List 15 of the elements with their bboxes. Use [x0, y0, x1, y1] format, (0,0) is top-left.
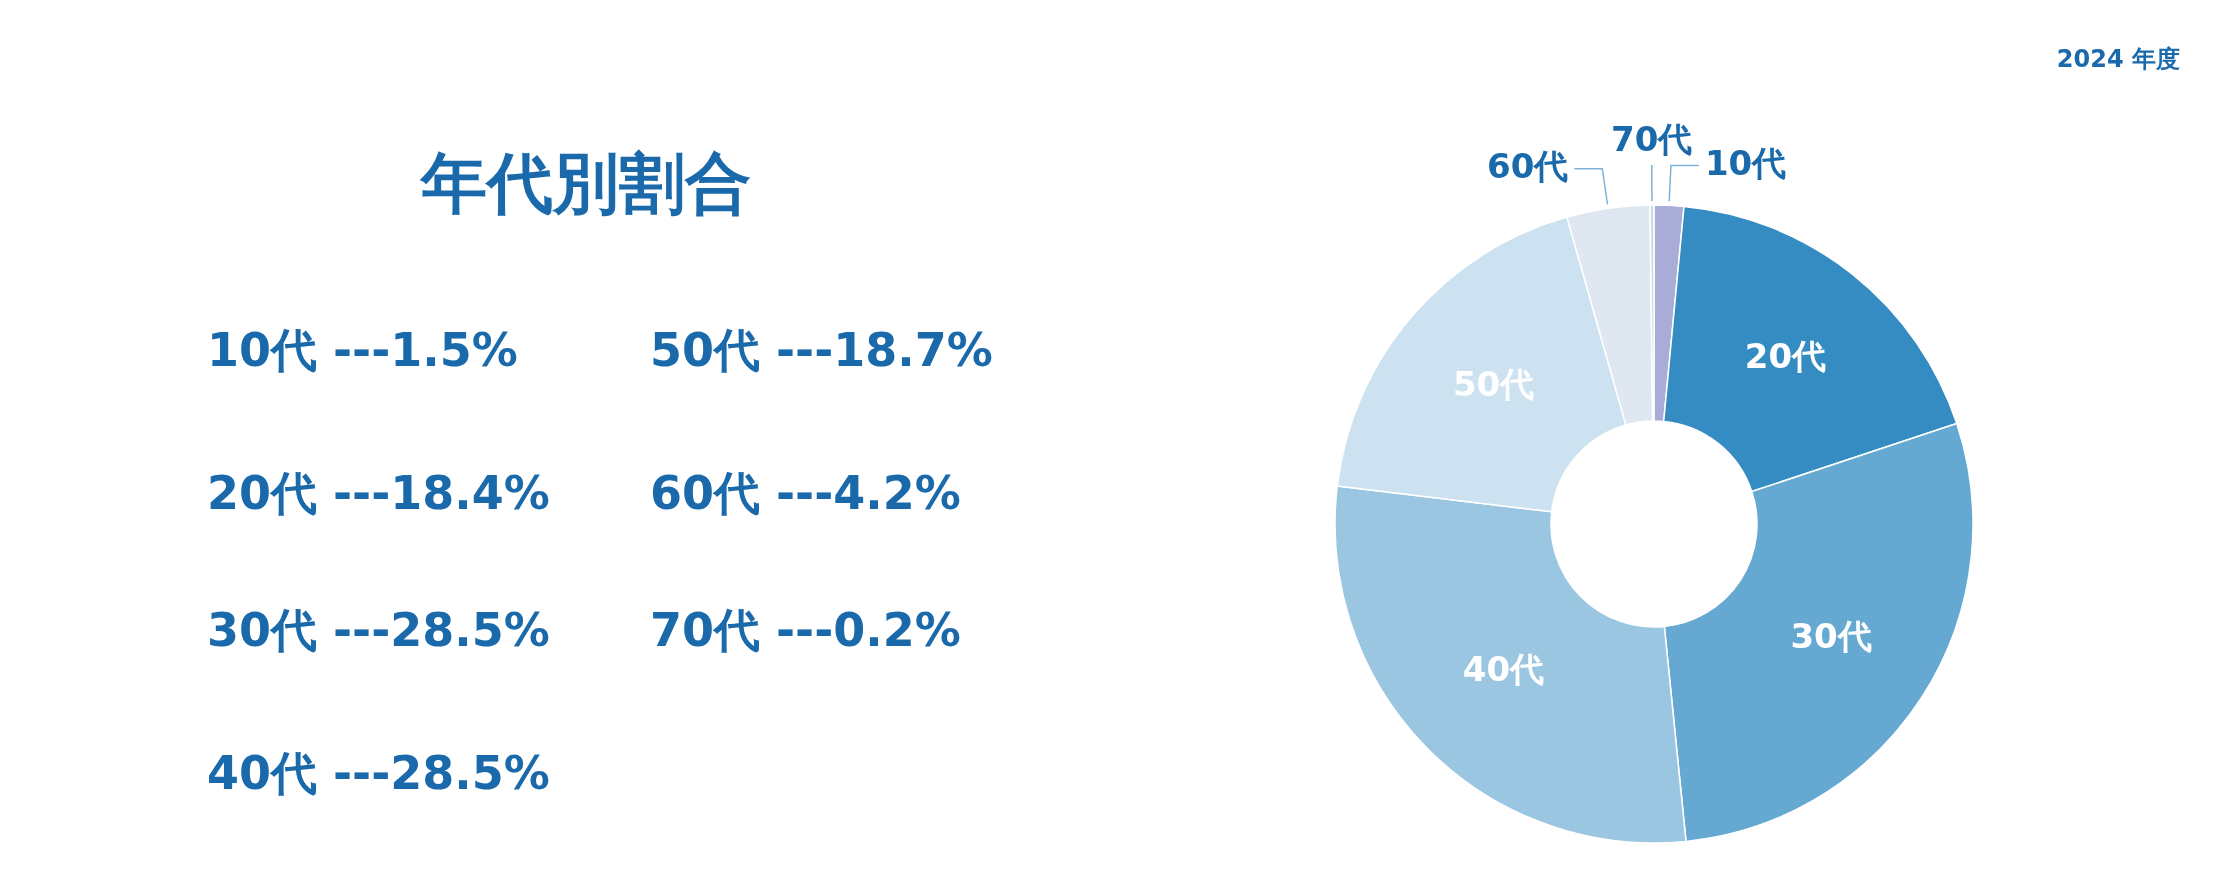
slice-label: 40代 [1462, 649, 1545, 690]
slice-label: 30代 [1790, 616, 1872, 657]
text: 年代別割合 [419, 145, 751, 223]
text: 2024 年度 [2056, 45, 2180, 73]
text: 60代 ---4.2% [650, 465, 961, 520]
text: 50代 ---18.7% [650, 322, 993, 377]
text: 20代 ---18.4% [207, 465, 550, 520]
text: 10代 ---1.5% [207, 322, 518, 377]
slice-label: 60代 [1486, 146, 1569, 187]
text: 70代 ---0.2% [650, 602, 961, 657]
text: 30代 ---28.5% [207, 602, 550, 657]
slice-label: 20代 [1744, 336, 1827, 377]
text: 40代 ---28.5% [207, 745, 550, 800]
slice-label: 10代 [1704, 142, 1787, 183]
slice-label: 70代 [1611, 118, 1693, 159]
